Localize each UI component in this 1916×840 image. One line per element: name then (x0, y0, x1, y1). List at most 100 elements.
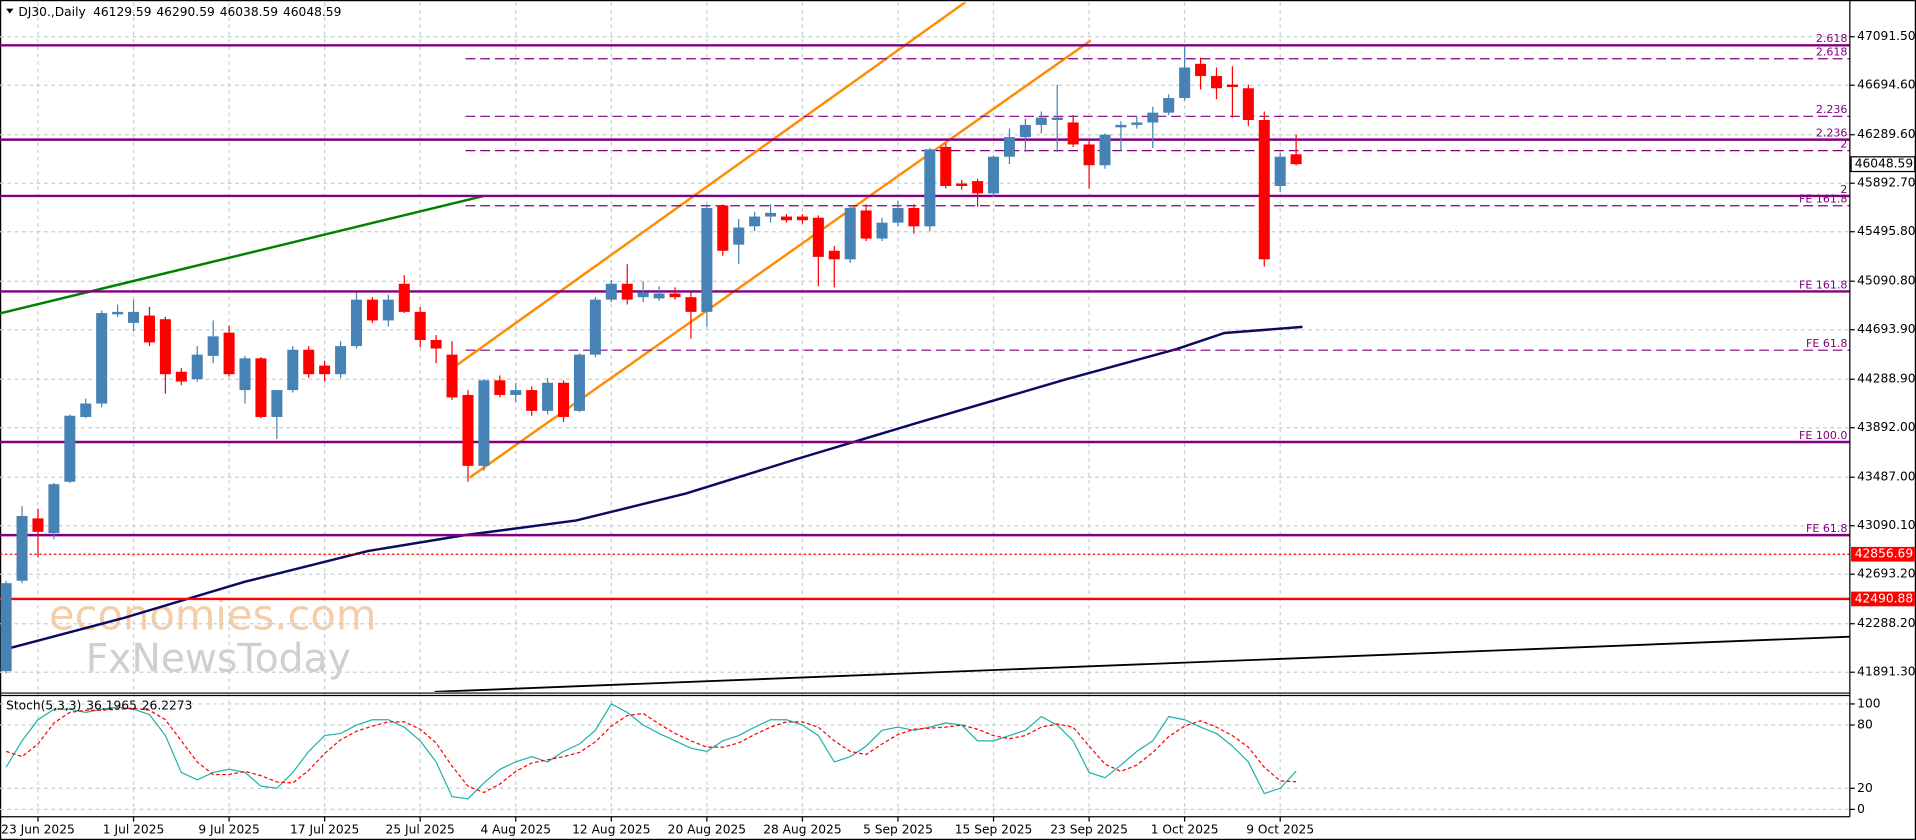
price-tag (1851, 591, 1915, 607)
y-tick-label: 42288.20 (1857, 616, 1915, 630)
candle-body (1067, 122, 1079, 145)
ohlc-open: 46129.59 (93, 5, 151, 19)
candle-body (749, 216, 761, 227)
x-tick-label: 9 Jul 2025 (198, 823, 259, 837)
y-tick-label: 44693.90 (1857, 322, 1915, 336)
y-tick-label: 46694.60 (1857, 78, 1915, 92)
x-tick-label: 28 Aug 2025 (763, 823, 841, 837)
candle-body (1274, 156, 1286, 187)
moving-average (5, 325, 1303, 651)
y-tick-label: 45892.70 (1857, 176, 1915, 190)
level-label: 2.618 (1816, 46, 1848, 59)
candle-body (191, 354, 203, 380)
y-tick-label: 42693.20 (1857, 567, 1915, 581)
symbol: DJ30.,Daily (18, 5, 85, 19)
candle-body (605, 283, 617, 300)
candle-body (112, 311, 124, 315)
x-tick-label: 23 Jun 2025 (1, 823, 75, 837)
grid (0, 2, 1850, 817)
candle-body (669, 293, 681, 298)
candle-body (1226, 84, 1238, 88)
candle-body (796, 216, 808, 221)
candle-body (1258, 120, 1270, 260)
y-tick-label: 0 (1857, 802, 1865, 816)
trendline (468, 39, 1092, 479)
candle-body (80, 403, 92, 417)
level-label: FE 61.8 (1806, 337, 1847, 350)
candle-body (143, 315, 155, 343)
indicator-line (5, 703, 1297, 800)
x-tick-label: 15 Sep 2025 (955, 823, 1033, 837)
y-tick-label: 43892.00 (1857, 420, 1915, 434)
candle-body (876, 222, 888, 239)
price-tag-label: 42856.69 (1855, 547, 1913, 561)
candle-body (462, 394, 474, 466)
candle-body (844, 207, 856, 260)
y-tick-label: 100 (1857, 696, 1880, 710)
candle-body (765, 212, 777, 217)
candle-body (303, 349, 315, 375)
current-price-tag (1850, 156, 1916, 173)
candle-body (988, 156, 1000, 194)
level-label: FE 161.8 (1799, 193, 1847, 206)
candle-body (1147, 112, 1159, 123)
candle-body (510, 390, 522, 395)
level-label: FE 100.0 (1799, 429, 1847, 442)
ohlc-close: 46048.59 (283, 5, 341, 19)
candle-body (558, 382, 570, 417)
candle-body (478, 380, 490, 466)
x-tick-label: 4 Aug 2025 (480, 823, 551, 837)
candle-body (1051, 117, 1063, 121)
candle-body (175, 371, 187, 382)
candle-body (812, 217, 824, 257)
candle-body (940, 146, 952, 187)
watermark: economies.com FxNewsToday (49, 590, 376, 681)
candle-body (828, 250, 840, 260)
candle-body (414, 311, 426, 340)
price-tag (1851, 546, 1915, 562)
level-label: 2.236 (1816, 126, 1848, 139)
candle-body (430, 339, 442, 349)
level-label: 2 (1840, 137, 1847, 150)
y-tick-label: 20 (1857, 781, 1873, 795)
y-tick-label: 41891.30 (1857, 665, 1915, 679)
candle-body (96, 313, 108, 404)
stoch-panel (5, 703, 1297, 800)
x-tick-label: 9 Oct 2025 (1246, 823, 1314, 837)
candle-body (717, 205, 729, 251)
level-label: FE 161.8 (1799, 278, 1847, 291)
level-label: 2.618 (1816, 32, 1848, 45)
candle-body (48, 484, 60, 534)
candle-body (956, 183, 968, 187)
candle-body (573, 354, 585, 411)
trendline (0, 194, 485, 315)
indicator-line (5, 707, 1297, 794)
current-price-label: 46048.59 (1855, 157, 1913, 171)
candle-body (1035, 117, 1047, 125)
price-tag-label: 42490.88 (1855, 591, 1913, 605)
trendline (434, 635, 1850, 692)
candle-body (16, 515, 28, 581)
x-tick-label: 1 Jul 2025 (103, 823, 164, 837)
candle-body (271, 390, 283, 417)
candle-body (653, 293, 665, 299)
candle-body (892, 207, 904, 223)
price-panel (0, 2, 1850, 692)
trendline (452, 2, 968, 369)
y-tick-label: 43090.10 (1857, 518, 1915, 532)
candle-body (1242, 88, 1254, 121)
candle-body (780, 216, 793, 221)
chart-title: DJ30.,Daily 46129.59 46290.59 46038.59 46048… (18, 5, 341, 19)
candle-body (924, 149, 936, 227)
candle-body (1195, 63, 1207, 77)
candle-body (287, 349, 299, 391)
candle-body (382, 299, 394, 321)
ohlc-low: 46038.59 (220, 5, 278, 19)
candle-body (239, 358, 251, 391)
candle-body (366, 299, 378, 321)
y-tick-label: 44288.90 (1857, 372, 1915, 386)
candle-body (1083, 144, 1095, 166)
menu-arrow (6, 8, 14, 14)
candle-body (972, 181, 984, 194)
